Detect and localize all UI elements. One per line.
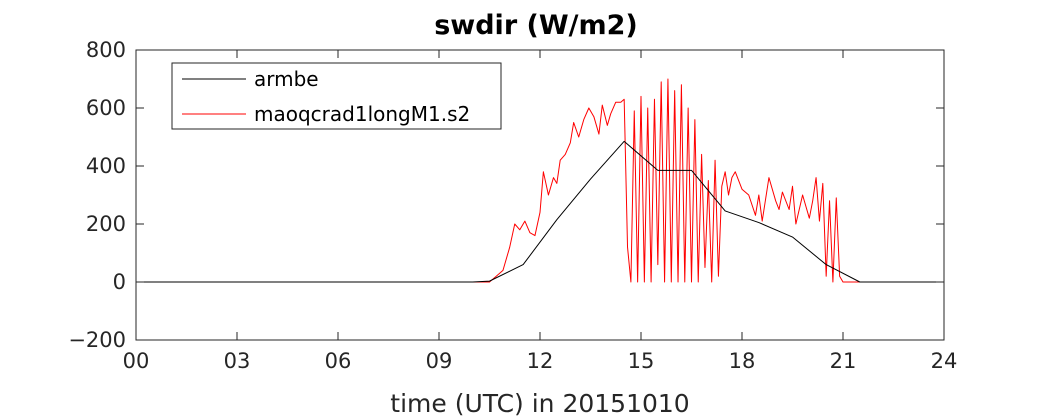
y-tick-label: 800	[86, 38, 126, 62]
y-tick-label: 400	[86, 154, 126, 178]
chart-title: swdir (W/m2)	[434, 10, 638, 41]
tick-layer: 00 03 06 09 12 15 18 21 24 −200 0 200 400 600 800	[68, 38, 957, 373]
x-tick-label: 00	[123, 349, 150, 373]
x-tick-label: 24	[931, 349, 958, 373]
x-tick-label: 03	[224, 349, 251, 373]
series-layer	[136, 78, 944, 283]
x-tick-label: 09	[426, 349, 453, 373]
x-tick-label: 18	[729, 349, 756, 373]
x-tick-label: 06	[325, 349, 352, 373]
series-line-armbe	[136, 140, 944, 283]
series-line-maoqcrad1longM1	[136, 78, 944, 283]
legend: armbe maoqcrad1longM1.s2	[171, 62, 502, 130]
x-tick-label: 21	[830, 349, 857, 373]
legend-label-maoqcrad: maoqcrad1longM1.s2	[254, 102, 470, 126]
legend-box	[171, 62, 502, 130]
legend-label-armbe: armbe	[254, 67, 319, 91]
x-tick-label: 12	[527, 349, 554, 373]
x-axis-title: time (UTC) in 20151010	[390, 389, 689, 417]
y-tick-label: 600	[86, 96, 126, 120]
x-tick-label: 15	[628, 349, 655, 373]
y-tick-label: 0	[113, 270, 126, 294]
y-tick-label: 200	[86, 212, 126, 236]
y-tick-label: −200	[68, 328, 126, 352]
